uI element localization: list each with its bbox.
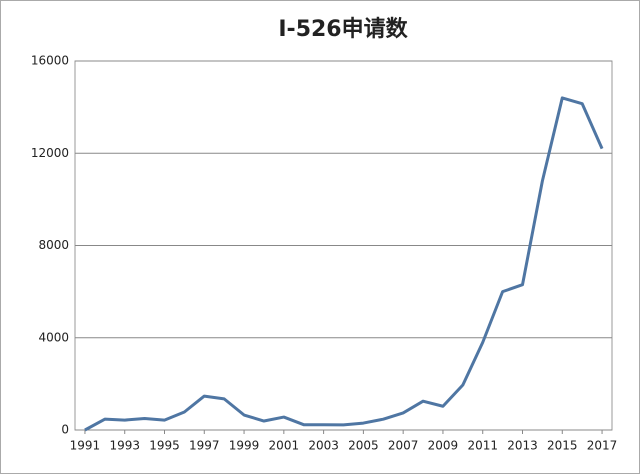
x-tick-label: 2007 bbox=[388, 439, 419, 453]
x-tick-label: 2009 bbox=[428, 439, 459, 453]
x-tick-label: 2015 bbox=[547, 439, 578, 453]
x-tick-label: 1993 bbox=[109, 439, 140, 453]
x-tick-label: 2001 bbox=[269, 439, 300, 453]
y-tick-label: 4000 bbox=[38, 330, 69, 344]
x-tick-label: 2005 bbox=[348, 439, 379, 453]
y-tick-label: 8000 bbox=[38, 238, 69, 252]
x-tick-label: 2011 bbox=[467, 439, 498, 453]
x-tick-label: 2003 bbox=[308, 439, 339, 453]
x-tick-label: 1995 bbox=[149, 439, 180, 453]
x-tick-label: 1999 bbox=[229, 439, 260, 453]
chart-title: I-526申请数 bbox=[278, 16, 408, 42]
x-tick-label: 1997 bbox=[189, 439, 220, 453]
y-tick-label: 16000 bbox=[31, 54, 69, 68]
y-tick-label: 12000 bbox=[31, 146, 69, 160]
data-line bbox=[84, 96, 604, 432]
x-tick-label: 2013 bbox=[507, 439, 538, 453]
x-tick-label: 2017 bbox=[587, 439, 618, 453]
x-tick-label: 1991 bbox=[70, 439, 101, 453]
y-tick-label: 0 bbox=[61, 423, 69, 437]
